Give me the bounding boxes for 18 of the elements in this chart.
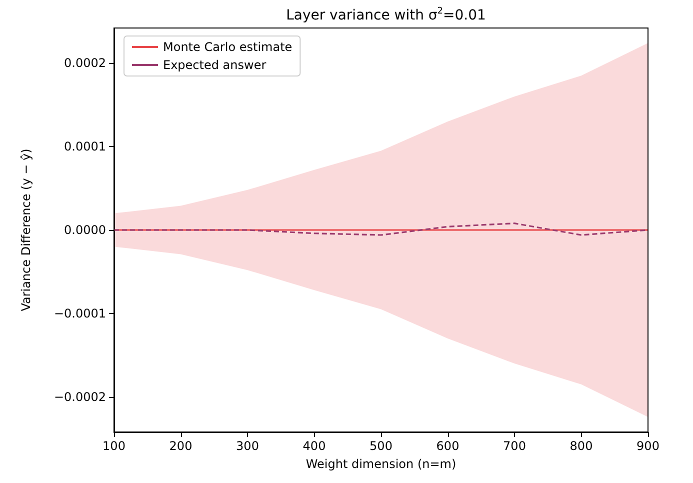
x-tick-label: 300 [236, 439, 259, 453]
y-tick-label: 0.0001 [64, 140, 106, 154]
x-tick-label: 700 [503, 439, 526, 453]
y-tick-label: 0.0002 [64, 56, 106, 70]
x-tick-label: 600 [436, 439, 460, 453]
y-tick-label: −0.0002 [54, 390, 106, 404]
y-tick-label: 0.0000 [64, 223, 106, 237]
x-tick-label: 500 [370, 439, 392, 453]
x-tick-label: 100 [102, 439, 126, 453]
x-tick-label: 900 [636, 439, 660, 453]
y-axis-title: Variance Difference (y − ŷ) [19, 148, 33, 312]
x-tick-label: 400 [302, 439, 326, 453]
x-axis-title: Weight dimension (n=m) [306, 457, 456, 471]
y-tick-label: −0.0001 [54, 306, 106, 320]
legend-label: Monte Carlo estimate [163, 40, 292, 54]
x-tick-label: 200 [169, 439, 192, 453]
x-tick-label: 800 [570, 439, 593, 453]
legend-label: Expected answer [163, 58, 266, 72]
